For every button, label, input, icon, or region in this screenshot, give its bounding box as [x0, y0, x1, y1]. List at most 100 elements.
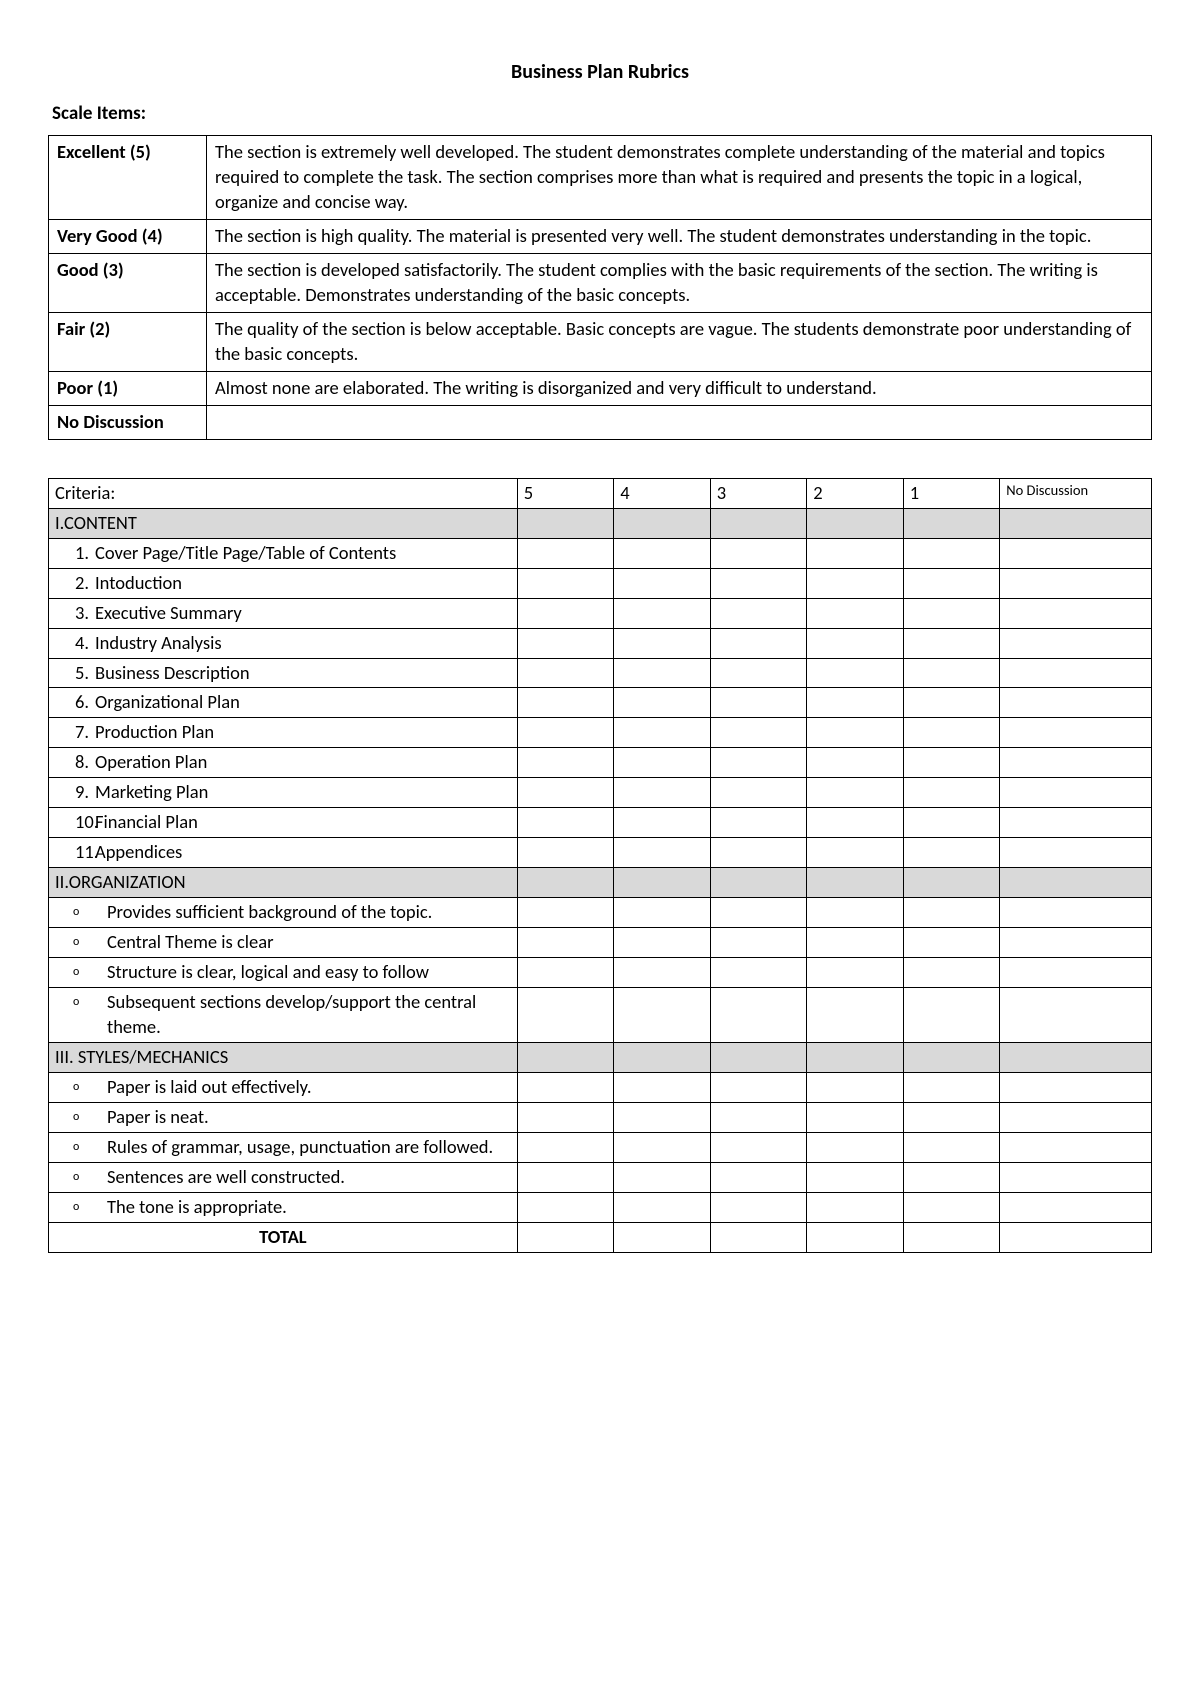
scale-desc-cell: The section is high quality. The materia…	[207, 219, 1152, 253]
bullet-circle-icon: o	[55, 990, 107, 1014]
item-number: 4.	[55, 631, 95, 656]
criteria-item-text: Industry Analysis	[95, 631, 511, 656]
score-cell	[710, 898, 807, 928]
scale-row: No Discussion	[49, 405, 1152, 439]
score-cell	[517, 1043, 614, 1073]
page-title: Business Plan Rubrics	[48, 60, 1152, 84]
criteria-item-text: Financial Plan	[95, 810, 511, 835]
score-cell	[1000, 988, 1152, 1043]
scale-desc-cell: Almost none are elaborated. The writing …	[207, 371, 1152, 405]
scale-row: Fair (2)The quality of the section is be…	[49, 312, 1152, 371]
score-cell	[1000, 778, 1152, 808]
score-cell	[1000, 928, 1152, 958]
criteria-item-cell: oRules of grammar, usage, punctuation ar…	[49, 1133, 518, 1163]
score-cell	[1000, 1043, 1152, 1073]
score-cell	[903, 838, 1000, 868]
score-cell	[517, 868, 614, 898]
bullet-circle-icon: o	[55, 1105, 107, 1129]
score-cell	[807, 508, 904, 538]
criteria-item-cell: oPaper is laid out effectively.	[49, 1073, 518, 1103]
score-cell	[807, 598, 904, 628]
score-cell	[517, 838, 614, 868]
criteria-item-row: 5.Business Description	[49, 658, 1152, 688]
criteria-item-cell: 9.Marketing Plan	[49, 778, 518, 808]
score-cell	[807, 1043, 904, 1073]
criteria-item-row: 1.Cover Page/Title Page/Table of Content…	[49, 538, 1152, 568]
score-cell	[1000, 1103, 1152, 1133]
item-number: 9.	[55, 780, 95, 805]
criteria-item-row: oSentences are well constructed.	[49, 1162, 1152, 1192]
criteria-item-text: Cover Page/Title Page/Table of Contents	[95, 541, 511, 566]
score-cell	[903, 898, 1000, 928]
score-cell	[1000, 1222, 1152, 1252]
score-cell	[807, 688, 904, 718]
criteria-header-row: Criteria:54321No Discussion	[49, 478, 1152, 508]
score-cell	[807, 658, 904, 688]
score-cell	[903, 958, 1000, 988]
score-cell	[517, 658, 614, 688]
score-cell	[903, 1222, 1000, 1252]
score-cell	[710, 658, 807, 688]
score-cell	[614, 598, 711, 628]
criteria-item-row: 11.Appendices	[49, 838, 1152, 868]
criteria-item-cell: 3.Executive Summary	[49, 598, 518, 628]
score-cell	[614, 868, 711, 898]
score-cell	[710, 718, 807, 748]
criteria-table: Criteria:54321No DiscussionI.CONTENT1.Co…	[48, 478, 1152, 1253]
score-cell	[807, 1222, 904, 1252]
score-cell	[614, 508, 711, 538]
score-cell	[807, 1133, 904, 1163]
score-cell	[903, 1133, 1000, 1163]
item-number: 2.	[55, 571, 95, 596]
score-cell	[517, 1162, 614, 1192]
scale-row: Very Good (4)The section is high quality…	[49, 219, 1152, 253]
criteria-item-cell: oPaper is neat.	[49, 1103, 518, 1133]
total-label: TOTAL	[49, 1222, 518, 1252]
scale-desc-cell: The section is extremely well developed.…	[207, 136, 1152, 220]
criteria-item-row: 9.Marketing Plan	[49, 778, 1152, 808]
score-cell	[807, 928, 904, 958]
score-cell	[807, 1162, 904, 1192]
criteria-item-row: 7.Production Plan	[49, 718, 1152, 748]
score-cell	[1000, 1162, 1152, 1192]
criteria-item-cell: oCentral Theme is clear	[49, 928, 518, 958]
score-cell	[517, 508, 614, 538]
score-cell	[710, 598, 807, 628]
score-cell	[710, 1133, 807, 1163]
score-cell	[807, 1103, 904, 1133]
score-cell	[807, 958, 904, 988]
score-cell	[517, 958, 614, 988]
criteria-item-cell: 4.Industry Analysis	[49, 628, 518, 658]
score-cell	[903, 988, 1000, 1043]
criteria-item-text: Marketing Plan	[95, 780, 511, 805]
scale-desc-cell	[207, 405, 1152, 439]
score-cell	[614, 748, 711, 778]
score-cell	[903, 568, 1000, 598]
score-cell	[710, 1073, 807, 1103]
score-cell	[807, 628, 904, 658]
score-cell	[1000, 868, 1152, 898]
criteria-item-row: 8.Operation Plan	[49, 748, 1152, 778]
item-number: 7.	[55, 720, 95, 745]
criteria-item-text: Production Plan	[95, 720, 511, 745]
scale-label-cell: Fair (2)	[49, 312, 207, 371]
score-cell	[903, 1073, 1000, 1103]
criteria-item-row: oProvides sufficient background of the t…	[49, 898, 1152, 928]
score-cell	[710, 1162, 807, 1192]
bullet-circle-icon: o	[55, 1195, 107, 1219]
scale-label-cell: No Discussion	[49, 405, 207, 439]
score-cell	[903, 808, 1000, 838]
section-header-row: III. STYLES/MECHANICS	[49, 1043, 1152, 1073]
score-cell	[517, 568, 614, 598]
score-cell	[614, 628, 711, 658]
score-cell	[710, 748, 807, 778]
score-cell	[1000, 508, 1152, 538]
score-cell	[614, 928, 711, 958]
criteria-item-row: 10.Financial Plan	[49, 808, 1152, 838]
score-cell	[517, 1073, 614, 1103]
score-cell	[1000, 1133, 1152, 1163]
score-cell	[517, 988, 614, 1043]
score-cell	[1000, 598, 1152, 628]
criteria-item-row: oCentral Theme is clear	[49, 928, 1152, 958]
score-cell	[807, 538, 904, 568]
